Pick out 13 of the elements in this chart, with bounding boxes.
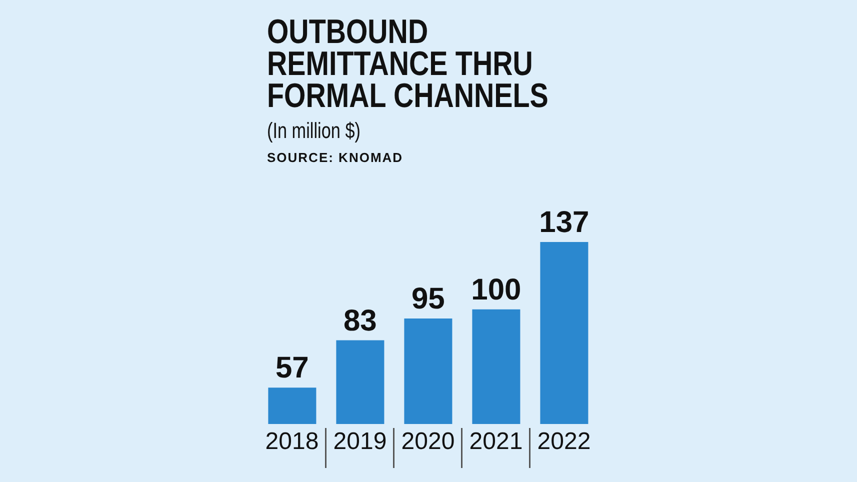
x-tick-label: 2021: [469, 428, 523, 456]
chart-title: OUTBOUND REMITTANCE THRU FORMAL CHANNELS: [267, 13, 550, 115]
x-tick-label: 2022: [537, 428, 591, 456]
x-tick-label: 2018: [265, 428, 319, 456]
x-tick-label: 2019: [333, 428, 387, 456]
chart-subtitle: (In million $): [267, 118, 360, 144]
data-label: 83: [344, 304, 377, 338]
source-note: SOURCE: KNOMAD: [267, 150, 404, 165]
x-tick-label: 2020: [401, 428, 455, 456]
data-label: 137: [539, 206, 590, 239]
data-label: 100: [471, 273, 522, 306]
data-label: 95: [412, 282, 445, 316]
data-label: 57: [276, 352, 309, 385]
